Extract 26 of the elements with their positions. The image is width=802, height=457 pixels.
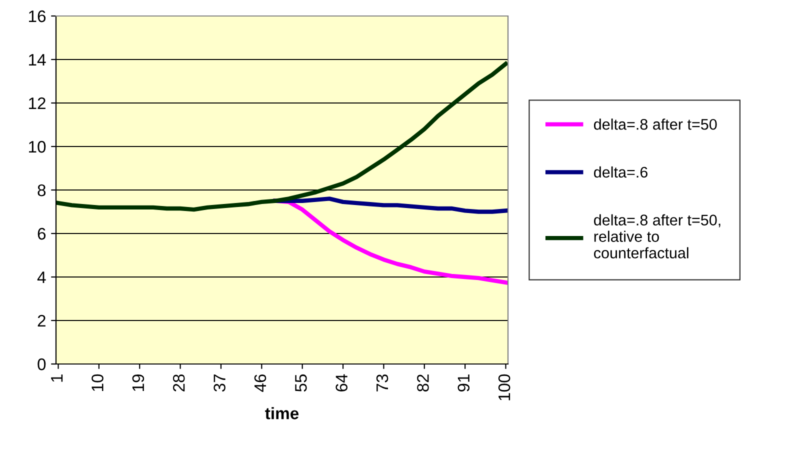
x-axis-title: time xyxy=(265,407,299,420)
y-tick-label: 12 xyxy=(29,97,46,110)
y-tick-label: 8 xyxy=(38,184,46,196)
x-tick-label: 100 xyxy=(498,374,510,400)
legend-label: delta=.8 after t=50, relative to counterfactual xyxy=(594,214,720,258)
x-tick-label: 10 xyxy=(92,374,104,391)
y-tick-label: 14 xyxy=(29,54,46,66)
x-tick-label: 55 xyxy=(295,374,307,392)
x-tick-label: 28 xyxy=(172,374,185,392)
y-tick-label: 10 xyxy=(29,140,46,153)
line-series xyxy=(273,198,508,285)
legend-label: delta=.8 after t=50 xyxy=(594,118,717,130)
y-tick-label: 16 xyxy=(29,10,46,22)
legend-label: delta=.6 xyxy=(594,166,648,178)
x-tick-label: 64 xyxy=(336,374,348,392)
x-tick-label: 82 xyxy=(417,374,429,392)
x-tick-label: 19 xyxy=(132,374,144,391)
y-tick-label: 2 xyxy=(38,314,46,327)
x-tick-label: 46 xyxy=(254,374,266,392)
x-tick-label: 91 xyxy=(458,374,470,392)
y-tick-label: 0 xyxy=(38,358,46,370)
x-tick-label: 73 xyxy=(376,374,388,392)
x-tick-label: 37 xyxy=(214,374,226,392)
x-tick-label: 1 xyxy=(51,374,63,382)
y-tick-label: 4 xyxy=(37,272,46,284)
y-tick-label: 6 xyxy=(38,228,46,240)
